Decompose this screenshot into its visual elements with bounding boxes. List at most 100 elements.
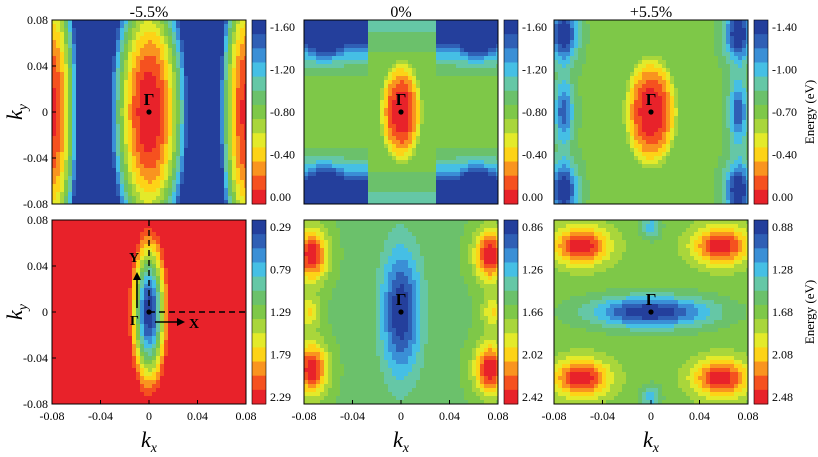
contour-cell — [56, 76, 61, 81]
contour-cell — [332, 28, 337, 33]
contour-cell — [380, 88, 385, 93]
contour-cell — [412, 68, 417, 73]
contour-cell — [448, 44, 453, 49]
contour-cell — [332, 72, 337, 77]
contour-cell — [384, 120, 389, 125]
contour-cell — [172, 176, 177, 181]
contour-cell — [372, 96, 377, 101]
contour-cell — [364, 52, 369, 57]
contour-cell — [304, 152, 309, 157]
contour-cell — [96, 196, 101, 201]
contour-cell — [480, 68, 485, 73]
contour-cell — [412, 24, 417, 29]
contour-cell — [352, 92, 357, 97]
contour-cell — [420, 136, 425, 141]
colorbar-segment — [252, 20, 266, 35]
contour-cell — [172, 172, 177, 177]
contour-fill — [304, 20, 498, 204]
contour-cell — [136, 184, 141, 189]
contour-cell — [308, 172, 313, 177]
contour-cell — [594, 44, 599, 49]
contour-cell — [460, 112, 465, 117]
contour-cell — [56, 44, 61, 49]
contour-cell — [340, 56, 345, 61]
contour-cell — [496, 200, 498, 204]
contour-cell — [448, 40, 453, 45]
contour-cell — [232, 92, 237, 97]
contour-cell — [646, 36, 651, 41]
contour-cell — [68, 44, 73, 49]
contour-cell — [614, 32, 619, 37]
contour-cell — [100, 184, 105, 189]
contour-cell — [364, 96, 369, 101]
contour-cell — [224, 128, 229, 133]
contour-cell — [488, 80, 493, 85]
contour-cell — [452, 156, 457, 161]
contour-cell — [444, 100, 449, 105]
contour-cell — [452, 44, 457, 49]
contour-cell — [112, 128, 117, 133]
contour-cell — [428, 108, 433, 113]
contour-cell — [60, 200, 65, 204]
contour-cell — [420, 88, 425, 93]
contour-cell — [360, 164, 365, 169]
contour-cell — [204, 192, 209, 197]
contour-cell — [84, 48, 89, 53]
contour-cell — [148, 188, 153, 193]
contour-cell — [312, 176, 317, 181]
contour-cell — [336, 192, 341, 197]
contour-cell — [464, 68, 469, 73]
contour-cell — [104, 160, 109, 165]
contour-cell — [444, 48, 449, 53]
contour-cell — [176, 52, 181, 57]
contour-cell — [112, 84, 117, 89]
contour-cell — [56, 176, 61, 181]
contour-cell — [152, 84, 157, 89]
contour-cell — [642, 52, 647, 57]
contour-cell — [148, 196, 153, 201]
contour-cell — [714, 36, 719, 41]
contour-cell — [642, 32, 647, 37]
contour-cell — [324, 52, 329, 57]
contour-cell — [148, 132, 153, 137]
contour-cell — [408, 40, 413, 45]
contour-cell — [236, 40, 241, 45]
contour-cell — [128, 104, 133, 109]
contour-cell — [408, 80, 413, 85]
contour-cell — [586, 20, 591, 25]
contour-cell — [108, 120, 113, 125]
contour-cell — [176, 48, 181, 53]
contour-cell — [88, 56, 93, 61]
contour-cell — [404, 88, 409, 93]
contour-cell — [746, 44, 748, 49]
contour-cell — [172, 184, 177, 189]
contour-cell — [232, 196, 237, 201]
contour-cell — [148, 52, 153, 57]
contour-cell — [100, 200, 105, 204]
contour-cell — [188, 200, 193, 204]
contour-cell — [168, 152, 173, 157]
contour-cell — [220, 184, 225, 189]
contour-cell — [428, 152, 433, 157]
contour-cell — [492, 124, 497, 129]
contour-cell — [444, 192, 449, 197]
contour-cell — [168, 128, 173, 133]
contour-cell — [404, 192, 409, 197]
contour-cell — [420, 60, 425, 65]
contour-cell — [440, 180, 445, 185]
contour-cell — [156, 200, 161, 204]
contour-cell — [340, 48, 345, 53]
contour-cell — [364, 108, 369, 113]
contour-cell — [184, 80, 189, 85]
contour-cell — [488, 108, 493, 113]
contour-cell — [88, 24, 93, 29]
contour-cell — [368, 56, 373, 61]
contour-cell — [356, 80, 361, 85]
contour-cell — [344, 64, 349, 69]
contour-cell — [108, 160, 113, 165]
contour-cell — [120, 168, 125, 173]
contour-cell — [698, 20, 703, 25]
contour-cell — [160, 176, 165, 181]
contour-cell — [444, 140, 449, 145]
contour-cell — [416, 168, 421, 173]
